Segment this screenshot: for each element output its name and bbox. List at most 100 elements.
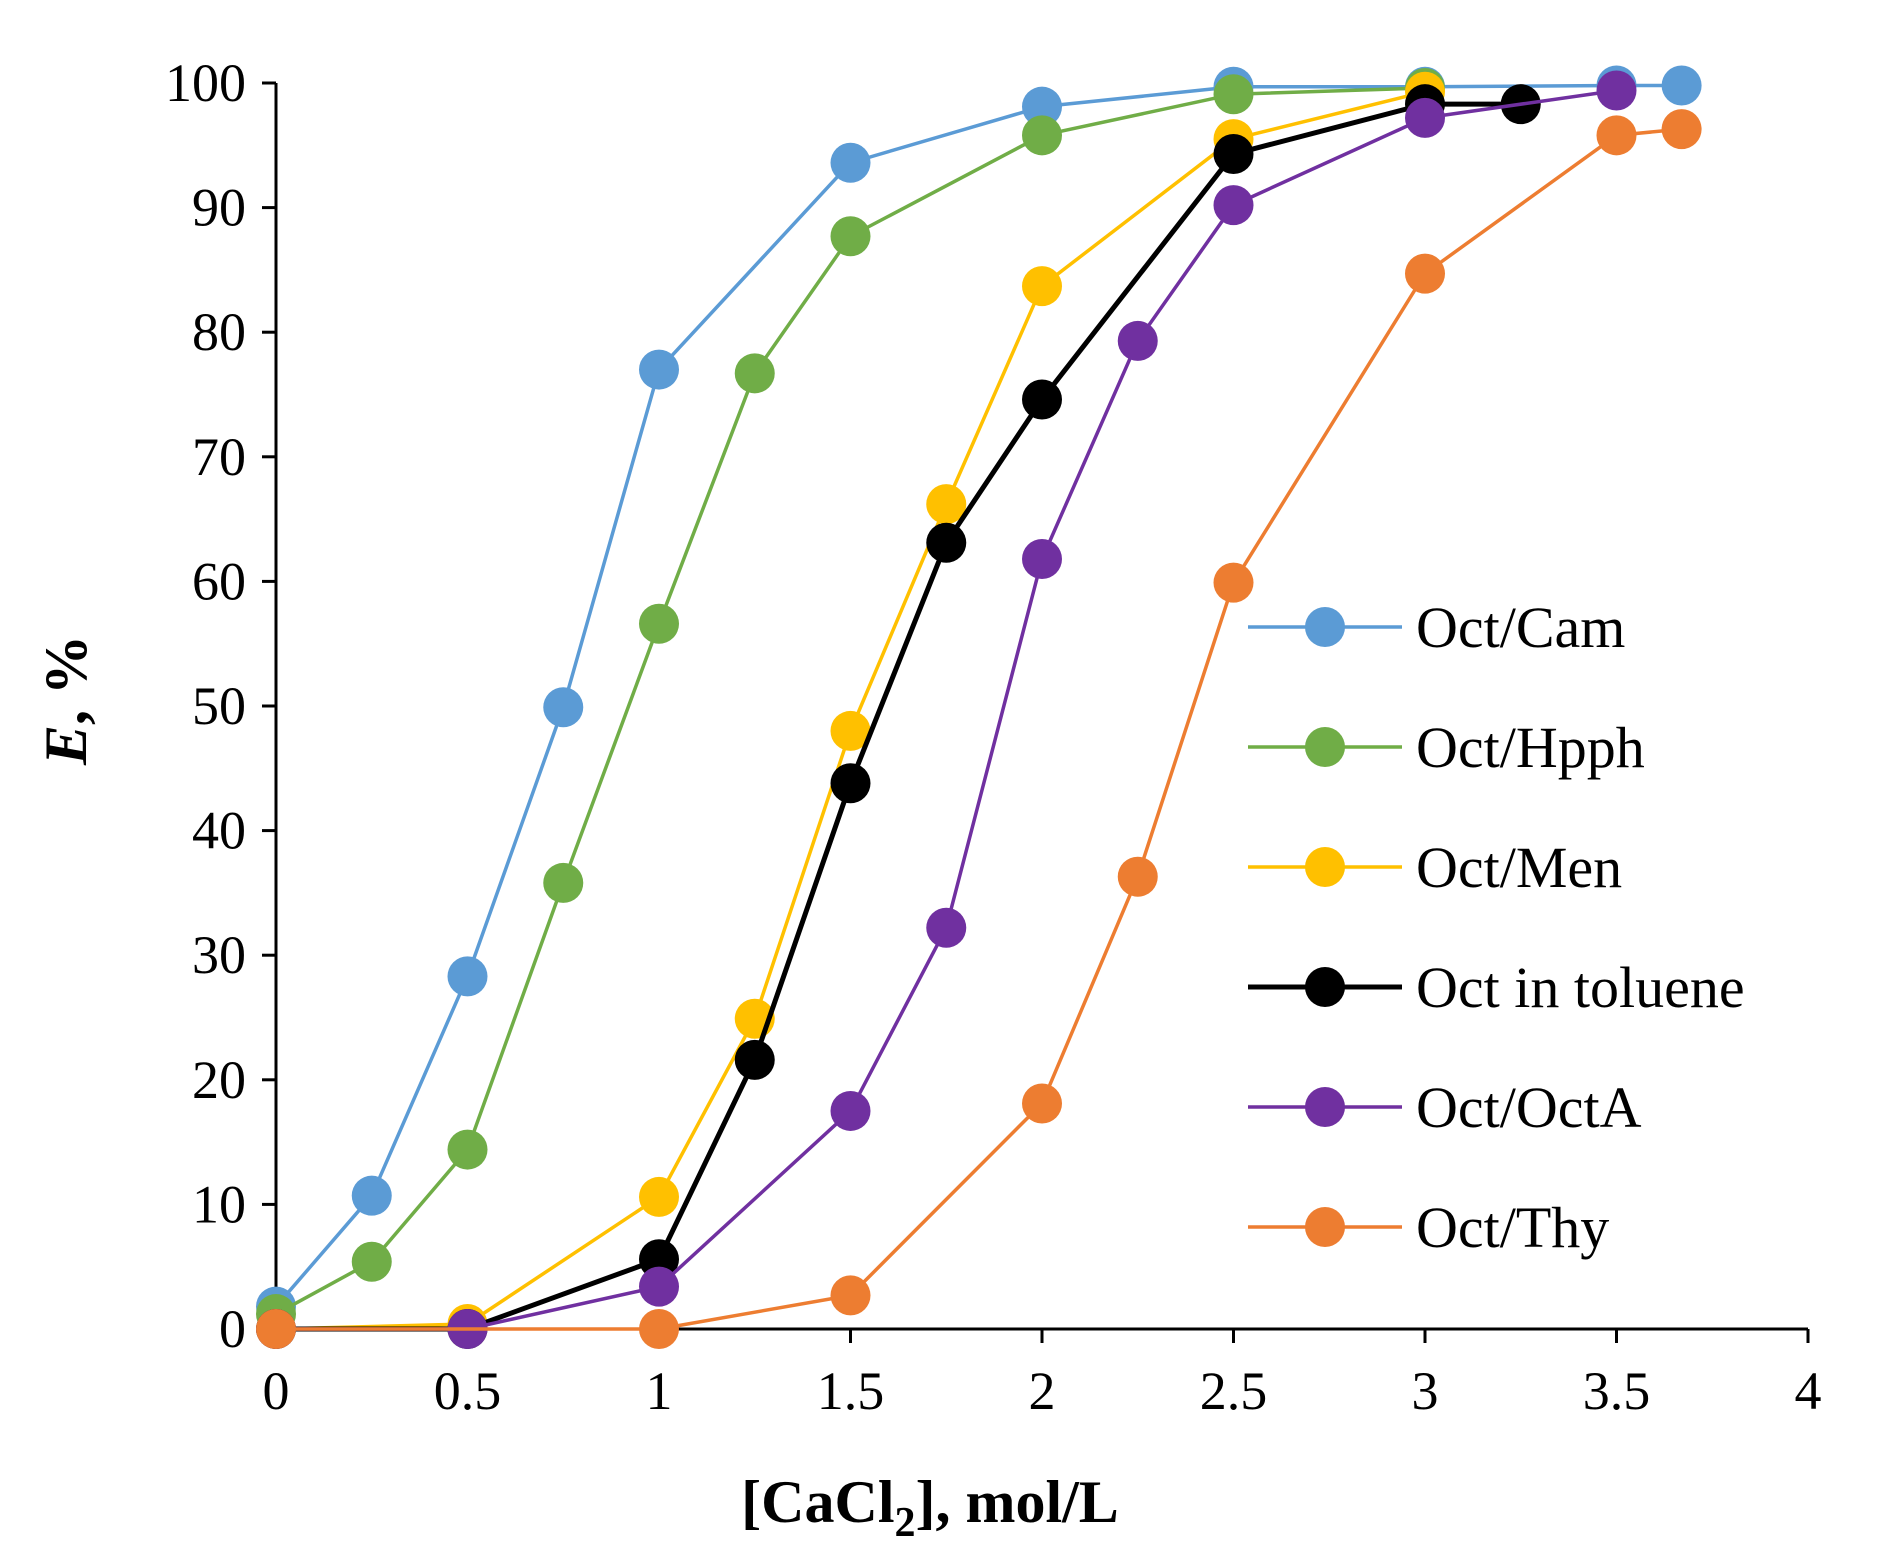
y-axis-title: E, % bbox=[33, 635, 99, 766]
data-point-oct-cam bbox=[447, 956, 488, 997]
x-tick-label: 2.5 bbox=[1200, 1361, 1268, 1421]
legend-marker bbox=[1305, 727, 1345, 767]
data-point-oct-thy bbox=[830, 1275, 871, 1316]
x-tick-label: 2 bbox=[1029, 1361, 1056, 1421]
legend-marker bbox=[1305, 967, 1345, 1007]
x-tick-label: 3.5 bbox=[1583, 1361, 1651, 1421]
series-line-oct-octa bbox=[276, 88, 1617, 1331]
data-point-oct-octa bbox=[1596, 70, 1637, 111]
legend-label: Oct/OctA bbox=[1416, 1075, 1642, 1140]
y-tick-label: 20 bbox=[192, 1050, 246, 1110]
y-tick-label: 30 bbox=[192, 925, 246, 985]
legend-entry-oct-men: Oct/Men bbox=[1248, 835, 1622, 900]
x-tick-label: 0 bbox=[263, 1361, 290, 1421]
data-point-oct-hpph bbox=[543, 862, 584, 903]
data-point-oct-octa bbox=[1213, 185, 1254, 226]
data-point-oct-octa bbox=[1117, 320, 1158, 361]
data-point-oct-octa bbox=[926, 907, 967, 948]
y-axis-title-rest: , % bbox=[33, 635, 99, 725]
x-axis-title: [CaCl2], mol/L bbox=[741, 1469, 1119, 1546]
y-tick-label: 70 bbox=[192, 427, 246, 487]
data-point-oct-hpph bbox=[830, 216, 871, 257]
data-point-oct-hpph bbox=[447, 1129, 488, 1170]
data-point-oct-in-toluene bbox=[639, 1239, 679, 1280]
legend-marker bbox=[1305, 607, 1345, 647]
x-axis-title-sub: 2 bbox=[894, 1500, 915, 1546]
legend-label: Oct/Thy bbox=[1416, 1195, 1609, 1260]
legend-marker bbox=[1305, 1087, 1345, 1127]
data-point-oct-thy bbox=[1405, 253, 1445, 294]
data-point-oct-men bbox=[1022, 266, 1062, 307]
legend-label: Oct in toluene bbox=[1416, 955, 1745, 1020]
data-point-oct-cam bbox=[830, 142, 871, 183]
data-point-oct-men bbox=[926, 484, 967, 525]
series-line-oct-in-toluene bbox=[276, 101, 1521, 1332]
x-axis-title-post: ], mol/L bbox=[915, 1469, 1118, 1535]
data-point-oct-cam bbox=[1022, 86, 1062, 127]
data-point-oct-octa bbox=[639, 1266, 679, 1307]
data-point-oct-men bbox=[830, 710, 871, 751]
data-point-oct-hpph bbox=[351, 1241, 392, 1282]
series-oct-octa bbox=[256, 70, 1637, 1349]
data-point-oct-thy bbox=[1661, 109, 1702, 150]
series-oct-men bbox=[256, 71, 1445, 1349]
data-point-oct-cam bbox=[351, 1175, 392, 1216]
legend-entry-oct-octa: Oct/OctA bbox=[1248, 1075, 1642, 1140]
data-point-oct-thy bbox=[639, 1309, 679, 1349]
data-point-oct-thy bbox=[1022, 1083, 1062, 1124]
data-point-oct-cam bbox=[1661, 65, 1702, 106]
legend-entry-oct-hpph: Oct/Hpph bbox=[1248, 715, 1645, 780]
series-oct-thy bbox=[256, 109, 1702, 1349]
legend-label: Oct/Men bbox=[1416, 835, 1622, 900]
data-point-oct-in-toluene bbox=[1022, 379, 1062, 420]
data-point-oct-thy bbox=[1117, 856, 1158, 897]
x-tick-label: 1.5 bbox=[817, 1361, 885, 1421]
data-point-oct-thy bbox=[1596, 115, 1637, 156]
data-point-oct-hpph bbox=[1213, 74, 1254, 115]
series-line-oct-hpph bbox=[275, 86, 1426, 1316]
data-point-oct-thy bbox=[1213, 562, 1254, 603]
series-group bbox=[256, 65, 1702, 1349]
legend-entry-oct-cam: Oct/Cam bbox=[1248, 595, 1625, 660]
data-point-oct-hpph bbox=[1022, 115, 1062, 156]
series-oct-in-toluene bbox=[256, 84, 1541, 1349]
x-axis-title-pre: [CaCl bbox=[741, 1469, 894, 1535]
data-point-oct-octa bbox=[830, 1090, 871, 1131]
y-tick-label: 60 bbox=[192, 551, 246, 611]
legend-label: Oct/Cam bbox=[1416, 595, 1625, 660]
data-point-oct-thy bbox=[256, 1309, 296, 1349]
legend: Oct/Cam Oct/Hpph Oct/Men Oct in toluene Oct/… bbox=[1248, 595, 1745, 1260]
data-point-oct-cam bbox=[639, 349, 679, 390]
y-axis-title-italic: E bbox=[33, 725, 99, 766]
data-point-oct-in-toluene bbox=[926, 522, 967, 563]
data-point-oct-in-toluene bbox=[830, 763, 871, 804]
legend-label: Oct/Hpph bbox=[1416, 715, 1645, 780]
data-point-oct-hpph bbox=[734, 353, 775, 394]
x-tick-label: 3 bbox=[1412, 1361, 1439, 1421]
y-tick-label: 40 bbox=[192, 801, 246, 861]
y-tick-label: 50 bbox=[192, 676, 246, 736]
data-point-oct-men bbox=[639, 1176, 679, 1217]
data-point-oct-octa bbox=[1405, 97, 1445, 138]
data-point-oct-in-toluene bbox=[734, 1039, 775, 1080]
series-oct-hpph bbox=[256, 67, 1445, 1335]
legend-marker bbox=[1305, 1207, 1345, 1247]
legend-marker bbox=[1305, 847, 1345, 887]
y-tick-label: 100 bbox=[165, 53, 246, 113]
series-line-oct-men bbox=[275, 90, 1426, 1331]
legend-entry-oct-thy: Oct/Thy bbox=[1248, 1195, 1609, 1260]
y-tick-label: 80 bbox=[192, 302, 246, 362]
data-point-oct-in-toluene bbox=[1213, 134, 1254, 175]
legend-entry-oct-in-toluene: Oct in toluene bbox=[1248, 955, 1745, 1020]
data-point-oct-cam bbox=[543, 687, 584, 728]
x-tick-label: 0.5 bbox=[434, 1361, 502, 1421]
y-tick-label: 90 bbox=[192, 178, 246, 238]
y-tick-label: 10 bbox=[192, 1174, 246, 1234]
x-tick-label: 1 bbox=[646, 1361, 673, 1421]
x-tick-label: 4 bbox=[1795, 1361, 1822, 1421]
data-point-oct-octa bbox=[1022, 538, 1062, 579]
y-tick-label: 0 bbox=[219, 1299, 246, 1359]
